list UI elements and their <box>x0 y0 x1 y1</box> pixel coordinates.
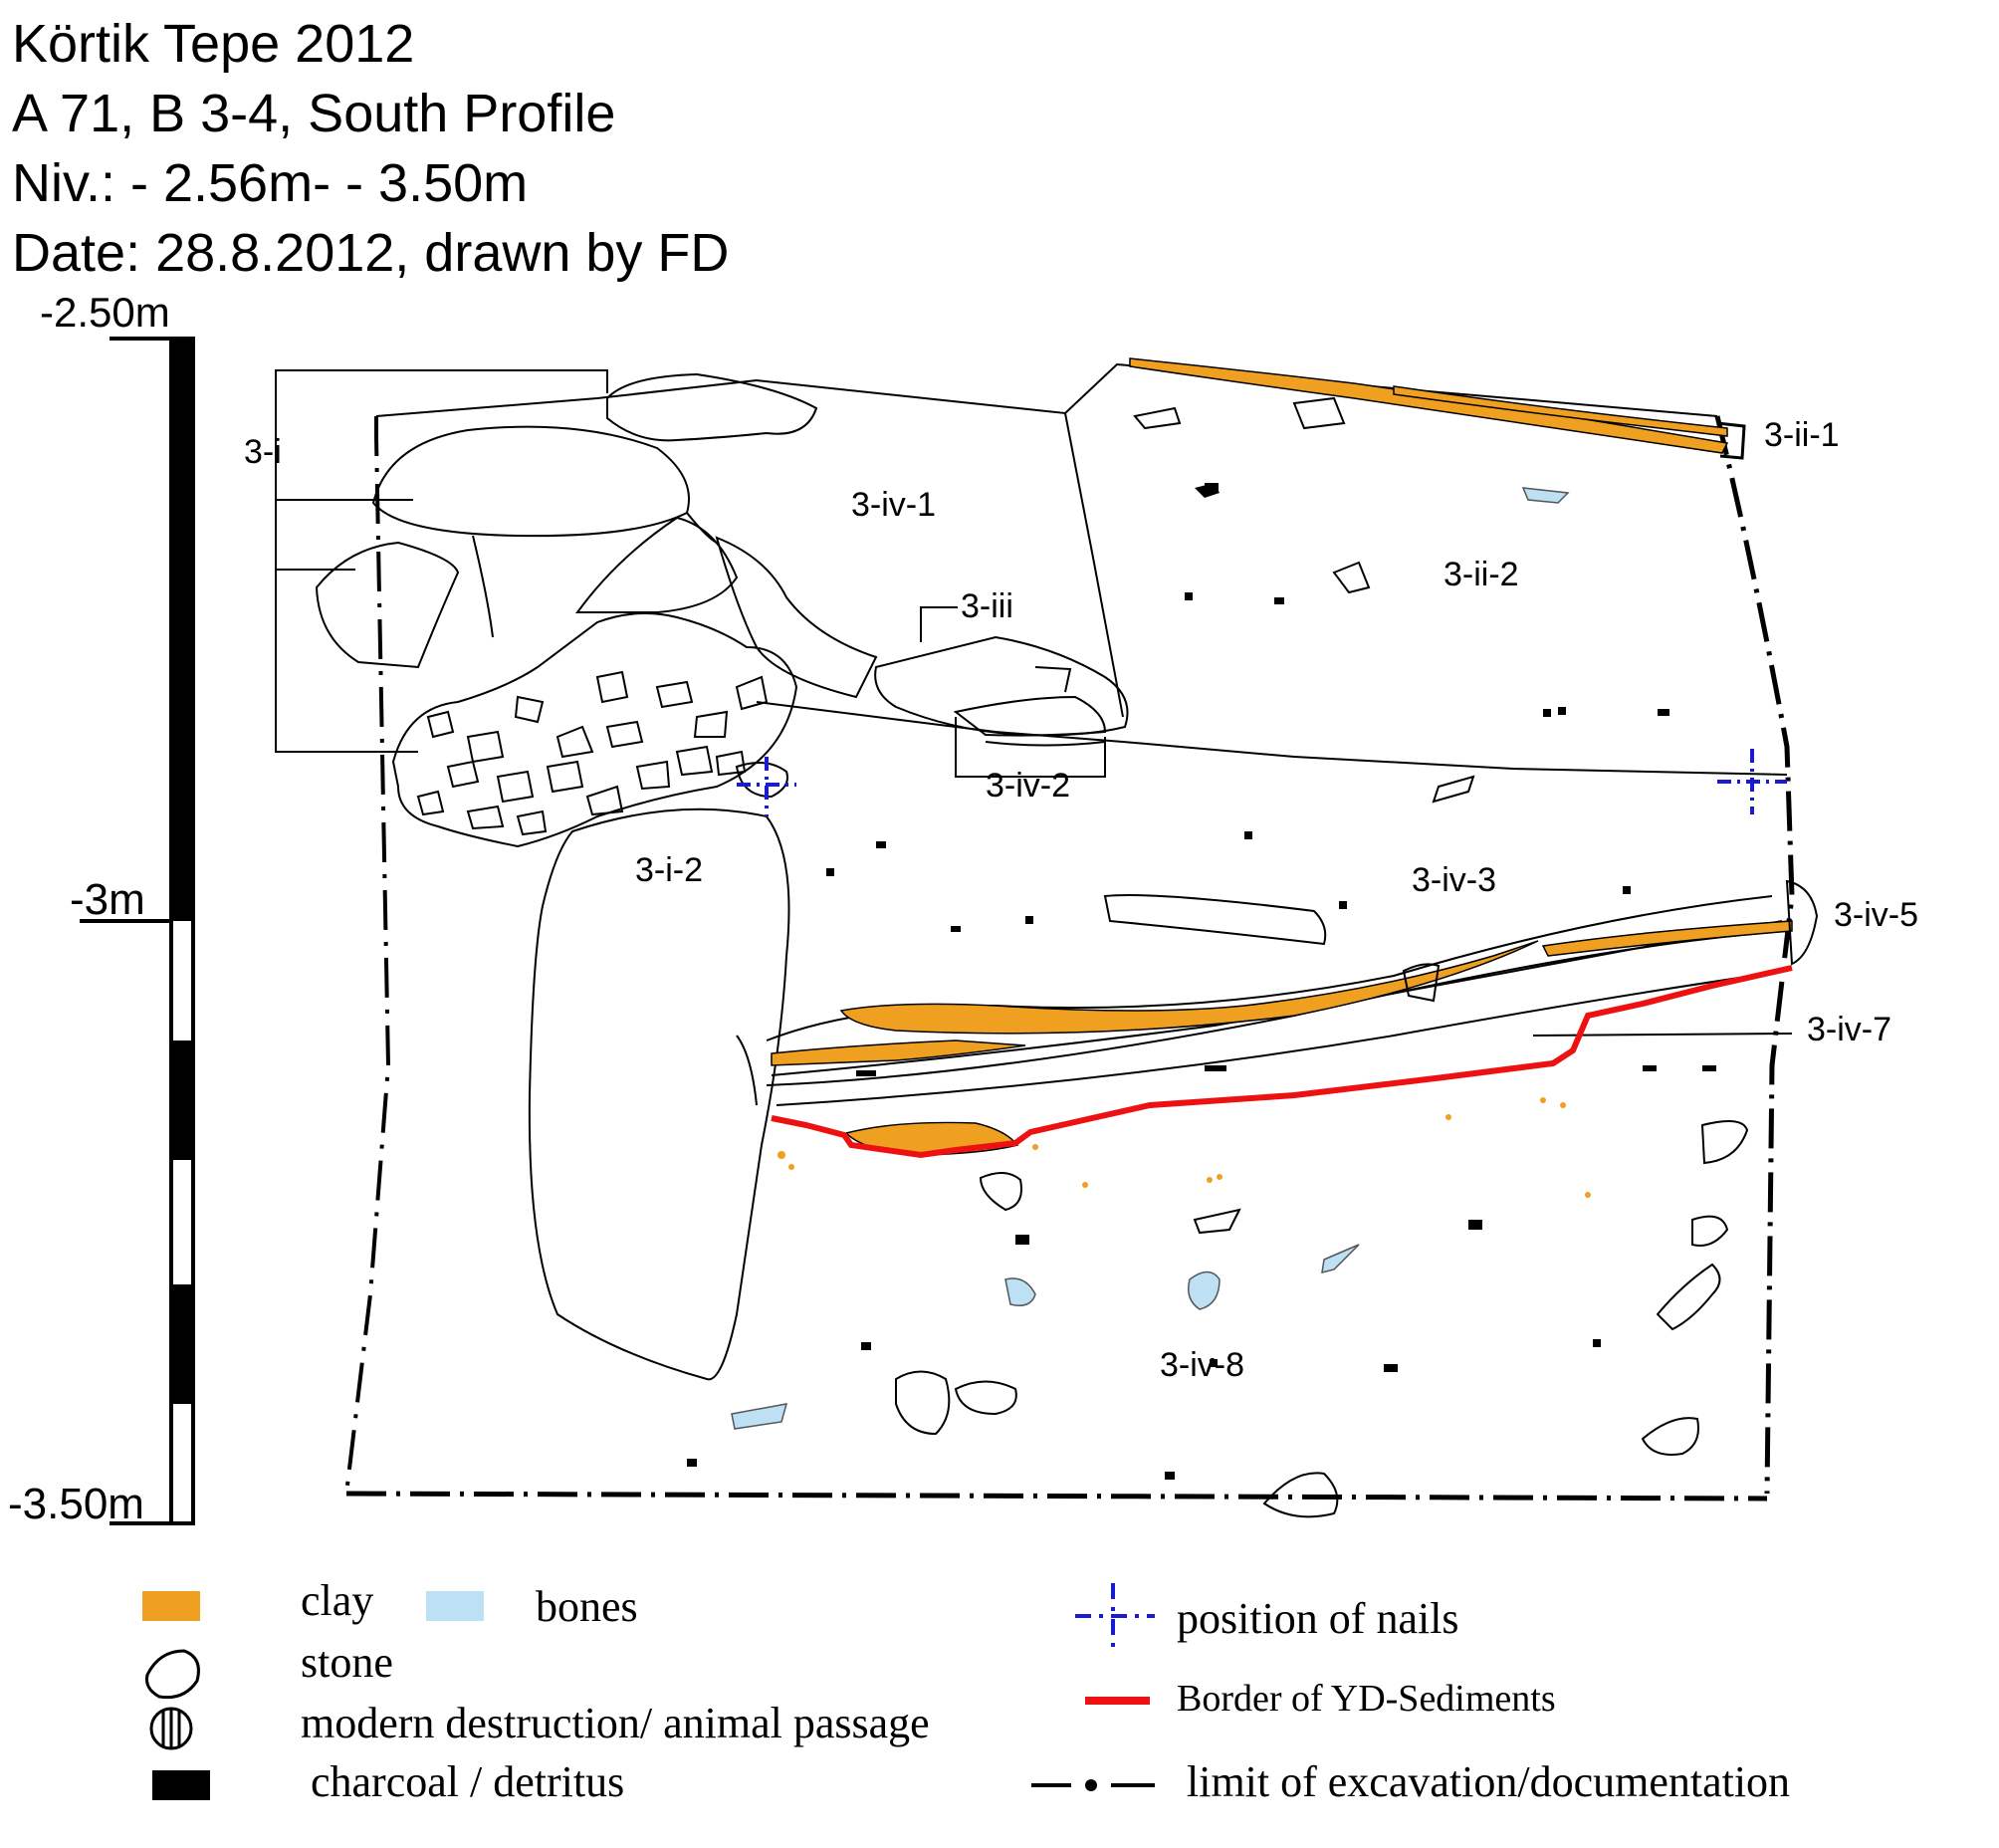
stone-icon <box>1103 894 1327 946</box>
bone-icon <box>1188 1270 1221 1310</box>
layer-label-3-iv-8: 3-iv-8 <box>1160 1346 1244 1384</box>
stone-icon <box>1332 561 1371 594</box>
legend-bones-label: bones <box>536 1582 638 1631</box>
yd-sediment-border <box>771 965 1793 1159</box>
layer-label-3-ii-1: 3-ii-1 <box>1764 416 1840 454</box>
header: Körtik Tepe 2012 A 71, B 3-4, South Prof… <box>12 14 729 283</box>
bones <box>731 487 1570 1430</box>
stone-icon <box>371 425 690 538</box>
header-date: Date: 28.8.2012, drawn by FD <box>12 223 729 283</box>
stone-icon <box>606 372 818 442</box>
stone-icon <box>1133 406 1182 430</box>
layer-label-3-iii: 3-iii <box>961 587 1013 625</box>
legend-clay-swatch <box>142 1591 200 1621</box>
nail-markers <box>737 749 1787 816</box>
scale-segment-black-2 <box>171 1040 193 1160</box>
legend-clay-label: clay <box>301 1576 373 1625</box>
stone-icon <box>1262 1472 1339 1518</box>
depth-scale-bar: -2.50m -3m -3.50m <box>8 289 195 1528</box>
bracket-3-iii <box>920 606 958 642</box>
layer-label-3-ii-2: 3-ii-2 <box>1444 556 1519 593</box>
stone-icon <box>979 1172 1022 1212</box>
legend-stone-label: stone <box>301 1638 393 1687</box>
scale-segment-black-3 <box>171 1284 193 1404</box>
clay-specks <box>777 1097 1591 1198</box>
bracket-3-i <box>275 369 608 753</box>
legend-charcoal-label: charcoal / detritus <box>311 1757 624 1806</box>
layer-label-3-i: 3-i <box>244 433 282 471</box>
scale-segment-black-1 <box>171 339 193 921</box>
stone-cluster <box>391 612 798 848</box>
legend-stone-icon <box>145 1649 200 1700</box>
stone-icon <box>1785 879 1819 966</box>
legend-bones-swatch <box>426 1591 484 1621</box>
stone-icon <box>1193 1208 1241 1235</box>
stone-icon <box>315 541 460 669</box>
clay-deposits <box>771 357 1793 1156</box>
stone-icon <box>954 1380 1017 1416</box>
nail-marker-right <box>1717 749 1787 814</box>
stone-icon <box>1641 1417 1699 1456</box>
stone-icon <box>1292 396 1346 430</box>
legend-modern-destruction-icon <box>149 1707 193 1750</box>
legend-limit-icon <box>1031 1779 1155 1791</box>
bone-icon <box>1321 1244 1360 1274</box>
layer-label-3-iv-2: 3-iv-2 <box>986 767 1070 805</box>
layer-label-3-iv-1: 3-iv-1 <box>851 486 936 524</box>
stone-icon <box>1691 1215 1729 1247</box>
bracket-3-iv-2 <box>955 717 1106 778</box>
legend-yd-label: Border of YD-Sediments <box>1177 1678 1556 1720</box>
stone-icon <box>953 695 1107 737</box>
stone-icon <box>1656 1263 1721 1331</box>
stone-icon <box>575 516 739 613</box>
upper-left-stones <box>315 372 878 699</box>
stone-icon <box>1432 775 1475 804</box>
layer-label-3-iv-5: 3-iv-5 <box>1834 896 1918 934</box>
profile-stones <box>735 396 1819 1518</box>
header-level: Niv.: - 2.56m- - 3.50m <box>12 153 528 213</box>
stone-3-i-2 <box>528 808 790 1381</box>
legend-modern-label: modern destruction/ animal passage <box>301 1699 930 1747</box>
charcoal-detritus <box>687 483 1716 1480</box>
legend-charcoal-swatch <box>152 1770 210 1800</box>
scale-label-mid: -3m <box>70 875 145 924</box>
stone-icon <box>895 1370 951 1436</box>
scale-label-top: -2.50m <box>40 289 170 336</box>
legend-limit-label: limit of excavation/documentation <box>1187 1757 1790 1806</box>
header-trench: A 71, B 3-4, South Profile <box>12 84 615 143</box>
stones-3-iii <box>874 635 1129 747</box>
stone-icon <box>874 635 1129 737</box>
bone-icon <box>1004 1277 1036 1306</box>
layer-label-3-iv-3: 3-iv-3 <box>1412 861 1496 899</box>
legend: clay bones stone modern destruction/ ani… <box>142 1576 1790 1806</box>
layer-label-3-i-2: 3-i-2 <box>635 851 703 889</box>
legend-nails-label: position of nails <box>1177 1594 1459 1643</box>
stone-icon <box>1402 963 1441 1003</box>
stone-icon <box>1700 1120 1749 1165</box>
stone-icon <box>735 762 788 799</box>
legend-nails-icon <box>1075 1583 1155 1653</box>
nail-marker-left <box>737 757 796 816</box>
header-site-title: Körtik Tepe 2012 <box>12 14 414 74</box>
bone-icon <box>1521 487 1570 504</box>
scale-label-bottom: -3.50m <box>8 1480 144 1528</box>
bone-icon <box>731 1403 788 1430</box>
layer-label-3-iv-7: 3-iv-7 <box>1807 1011 1891 1048</box>
